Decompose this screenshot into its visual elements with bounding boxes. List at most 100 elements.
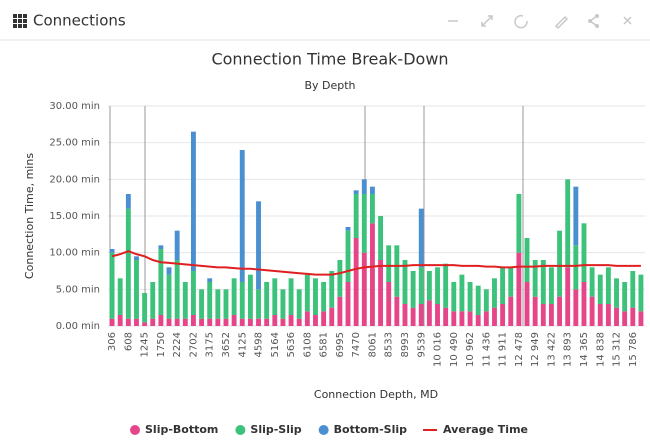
legend-swatch (130, 425, 140, 435)
x-axis-title: Connection Depth, MD (314, 388, 438, 401)
bar-segment (426, 271, 432, 301)
bar-segment (256, 289, 261, 319)
bar-segment (304, 274, 310, 312)
x-tick-label: 10 016 (433, 332, 444, 367)
bar-segment (418, 208, 424, 268)
bar-segment (426, 300, 432, 326)
bar-segment (207, 278, 213, 282)
bar-segment (378, 260, 384, 326)
bar-segment (369, 186, 375, 194)
legend-label: Average Time (443, 423, 528, 436)
x-tick-label: 6581 (319, 332, 330, 357)
chart-subtitle: By Depth (304, 79, 355, 92)
bar-segment (638, 274, 644, 312)
bar-segment (109, 249, 115, 253)
bar-segment (353, 194, 359, 238)
legend-swatch (318, 425, 329, 435)
bar-segment (272, 278, 278, 315)
bar-segment (264, 318, 270, 326)
bar-segment (174, 318, 180, 326)
y-tick-label: 20.00 min (49, 174, 100, 185)
refresh-button[interactable] (514, 14, 528, 29)
bar-segment (516, 194, 522, 253)
bar-segment (142, 293, 148, 323)
bar-segment (548, 267, 554, 304)
bar-segment (492, 307, 497, 326)
bar-segment (109, 318, 115, 326)
bar-segment (467, 311, 473, 326)
bar-segment (280, 318, 286, 326)
x-tick-label: 5636 (286, 332, 297, 357)
bar-segment (174, 260, 180, 319)
bar-segment (622, 282, 628, 312)
bar-segment (573, 289, 579, 326)
expand-button[interactable] (481, 15, 493, 27)
bar-segment (557, 230, 563, 297)
bar-segment (353, 238, 359, 326)
bar-segment (410, 307, 416, 326)
x-tick-label: 14 365 (579, 332, 590, 367)
bar-segment (459, 274, 465, 312)
bar-segment (117, 278, 123, 315)
bar-segment (223, 318, 229, 326)
bar-segment (125, 194, 131, 209)
bar-segment (516, 252, 522, 326)
x-tick-label: 1750 (156, 332, 167, 357)
bar-segment (565, 267, 571, 326)
bar-segment (190, 315, 196, 326)
bar-segment (337, 260, 343, 297)
bar-segment (524, 282, 530, 326)
close-button[interactable] (623, 16, 632, 25)
bar-segment (418, 304, 424, 326)
bar-segment (231, 315, 237, 326)
bar-segment (573, 186, 579, 246)
bar-segment (630, 307, 636, 326)
x-tick-label: 15 786 (628, 332, 639, 367)
x-tick-label: 306 (107, 332, 118, 351)
bar-segment (256, 318, 261, 326)
bar-segment (182, 282, 188, 319)
bar-segment (142, 322, 148, 326)
bar-segment (508, 267, 514, 297)
bar-segment (597, 274, 603, 304)
bar-segment (614, 307, 619, 326)
bar-segment (109, 252, 115, 319)
x-tick-label: 2702 (188, 332, 199, 357)
x-tick-label: 3175 (205, 332, 216, 357)
bar-segment (386, 245, 392, 282)
bar-segment (288, 315, 294, 326)
bar-segment (500, 267, 506, 304)
bar-segment (215, 318, 221, 326)
bar-segment (345, 230, 351, 282)
bar-segment (239, 318, 245, 326)
x-tick-label: 8993 (400, 332, 411, 357)
bar-segment (451, 311, 457, 326)
x-tick-label: 13 893 (563, 332, 574, 367)
bar-segment (288, 278, 294, 315)
bar-segment (435, 267, 440, 304)
bar-segment (190, 131, 196, 271)
bar-segment (605, 267, 611, 304)
x-tick-label: 1245 (140, 332, 151, 357)
x-tick-label: 608 (123, 332, 134, 351)
y-tick-label: 5.00 min (56, 284, 100, 295)
bar-segment (231, 278, 237, 315)
bar-segment (353, 190, 359, 194)
bar-segment (589, 296, 595, 326)
legend-label: Slip-Slip (250, 423, 301, 436)
bar-segment (557, 296, 563, 326)
x-tick-label: 11 911 (498, 332, 509, 367)
bar-segment (500, 304, 506, 326)
chart-title: Connection Time Break-Down (211, 50, 448, 69)
bar-segment (134, 318, 139, 326)
bar-segment (361, 252, 367, 326)
bar-segment (166, 267, 172, 275)
bar-segment (369, 223, 375, 326)
x-tick-label: 13 422 (546, 332, 557, 367)
bar-segment (166, 274, 172, 319)
bar-segment (548, 304, 554, 326)
bar-segment (272, 315, 278, 326)
share-button[interactable] (588, 14, 599, 28)
edit-button[interactable] (554, 15, 569, 30)
y-tick-label: 0.00 min (56, 321, 100, 332)
